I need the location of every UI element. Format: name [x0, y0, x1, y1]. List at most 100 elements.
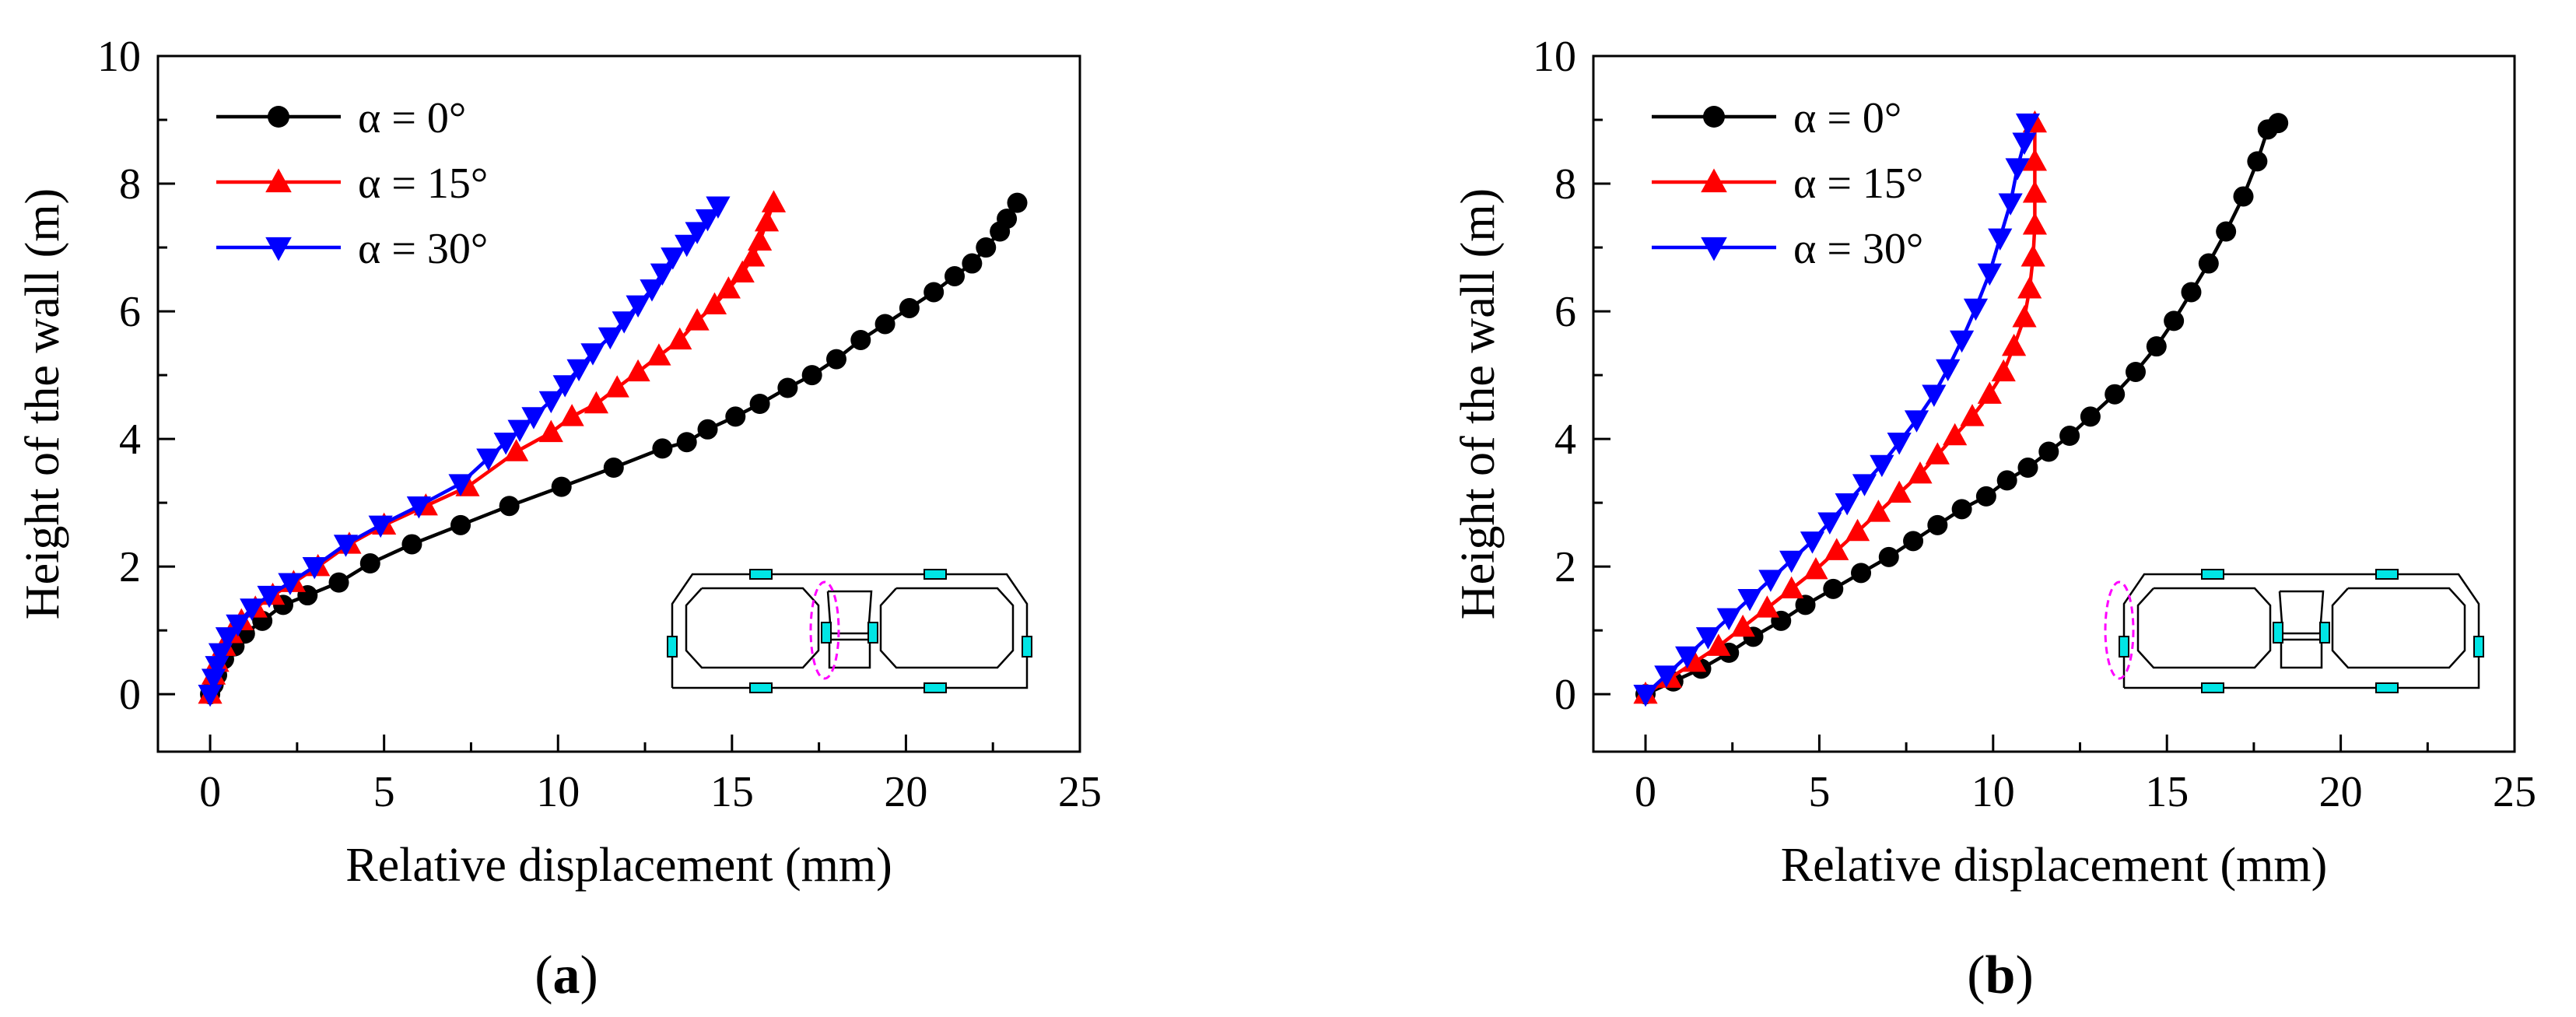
x-tick-label: 10	[536, 768, 580, 816]
data-point	[2022, 149, 2048, 171]
data-point	[685, 308, 710, 331]
data-point	[198, 684, 223, 707]
data-point	[2017, 276, 2042, 299]
data-point	[1803, 556, 1828, 580]
right-cell	[2331, 587, 2466, 669]
data-point	[725, 406, 746, 427]
sensor-pad	[2201, 569, 2224, 580]
data-point	[598, 327, 622, 350]
data-point	[215, 627, 240, 650]
data-point	[1988, 228, 2013, 251]
series-line	[1644, 123, 2037, 696]
data-point	[748, 228, 773, 251]
data-point	[962, 253, 983, 274]
data-point	[850, 329, 871, 350]
data-point	[702, 292, 727, 315]
series-group	[1633, 110, 2289, 707]
data-point	[521, 407, 546, 430]
data-point	[2017, 458, 2038, 479]
data-point	[697, 419, 718, 440]
data-point	[1936, 359, 1961, 382]
data-point	[1007, 192, 1028, 213]
data-point	[1706, 633, 1731, 656]
data-point	[1977, 381, 2002, 404]
sensor-pad	[2375, 569, 2399, 580]
data-point	[2059, 426, 2080, 447]
sensor-pad	[749, 682, 773, 693]
data-point	[257, 585, 282, 608]
data-point	[580, 343, 605, 366]
data-point	[1654, 665, 1679, 688]
legend-label: α = 30°	[358, 225, 488, 273]
y-axis-title: Height of the wall (m)	[1452, 188, 1505, 619]
data-point	[997, 209, 1018, 230]
left-cell	[2136, 587, 2272, 669]
data-point	[730, 260, 755, 283]
data-point	[1823, 578, 1844, 599]
data-point	[2181, 282, 2202, 303]
x-tick-label: 15	[2145, 768, 2189, 816]
data-point	[741, 244, 766, 267]
data-point	[1737, 588, 1762, 612]
x-tick-label: 20	[2319, 768, 2363, 816]
data-point	[1903, 531, 1924, 552]
data-point	[1977, 263, 2002, 286]
x-axis: 0 5 10 15 20 25	[199, 735, 1102, 816]
data-point	[945, 265, 966, 286]
legend-marker	[265, 168, 292, 193]
data-point	[1800, 531, 1825, 554]
data-point	[1960, 404, 1985, 426]
data-point	[448, 474, 473, 496]
y-tick-label: 2	[119, 543, 141, 591]
legend-marker	[265, 237, 292, 261]
data-point	[1887, 480, 1912, 503]
data-point	[1922, 384, 1947, 407]
data-point	[1927, 514, 1948, 535]
data-point	[2080, 406, 2101, 427]
panel-label-open: (	[1967, 945, 1985, 1005]
x-tick-label: 5	[373, 768, 395, 816]
data-point	[584, 391, 609, 414]
data-point	[1675, 646, 1700, 669]
data-point	[499, 496, 520, 517]
cross-section-inset	[667, 569, 1032, 693]
data-point	[1730, 614, 1755, 637]
data-point	[2002, 333, 2027, 356]
data-point	[1887, 433, 1912, 455]
data-point	[2022, 212, 2048, 235]
data-point	[1975, 486, 1996, 507]
legend-label: α = 0°	[1793, 94, 1901, 142]
data-point	[2012, 305, 2037, 328]
y-tick-label: 4	[1554, 416, 1576, 464]
sensor-pad	[2473, 636, 2484, 658]
sensor-pad	[2201, 682, 2224, 693]
data-point	[538, 419, 563, 443]
panel-label-close: )	[2015, 945, 2033, 1005]
data-point	[551, 476, 572, 497]
x-axis-title: Relative displacement (mm)	[1781, 839, 2327, 892]
data-point	[2012, 132, 2037, 155]
legend: α = 0° α = 15° α = 30°	[1652, 94, 1923, 273]
panel-label: (a)	[534, 945, 598, 1005]
data-point	[2164, 310, 2185, 331]
series-line	[208, 205, 720, 695]
data-point	[559, 404, 584, 426]
data-point	[333, 535, 359, 557]
data-point	[2216, 221, 2237, 242]
y-tick-label: 6	[119, 288, 141, 336]
data-point	[650, 263, 675, 286]
data-point	[226, 614, 251, 637]
y-tick-label: 4	[119, 416, 141, 464]
data-point	[761, 190, 787, 212]
data-point	[205, 656, 230, 679]
sensor-pad	[2319, 622, 2330, 644]
data-point	[801, 365, 822, 386]
sensor-pad	[1022, 636, 1032, 658]
data-point	[626, 359, 650, 382]
data-point	[685, 222, 710, 244]
data-point	[2198, 253, 2219, 274]
data-point	[552, 375, 577, 398]
data-point	[1996, 470, 2017, 491]
data-point	[1991, 359, 2016, 382]
right-cell	[879, 587, 1015, 669]
